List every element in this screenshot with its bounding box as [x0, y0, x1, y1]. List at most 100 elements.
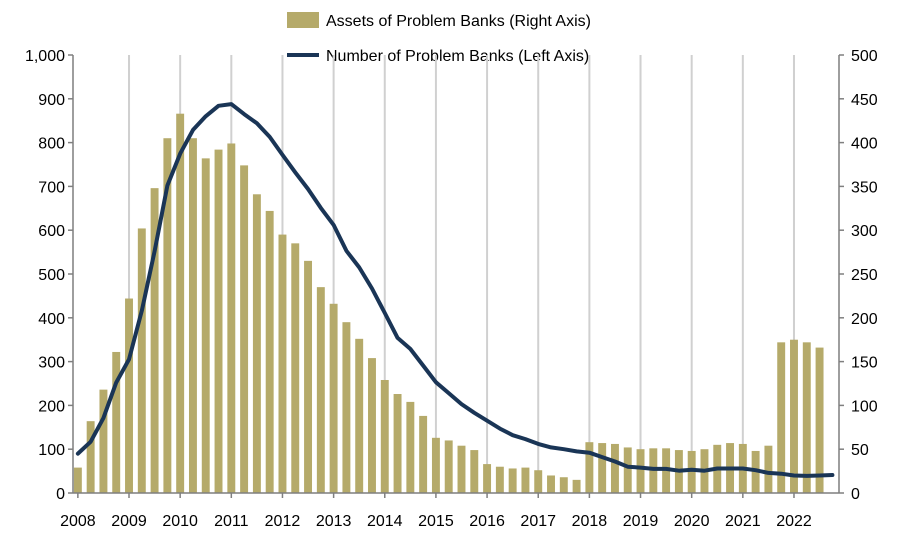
line-point-55	[780, 473, 782, 475]
line-point-18	[307, 188, 309, 190]
line-point-12	[230, 103, 232, 105]
line-point-31	[473, 412, 475, 414]
right-tick-label-7: 350	[851, 179, 878, 196]
line-point-56	[793, 474, 795, 476]
bar-27	[419, 415, 428, 493]
line-point-58	[819, 474, 821, 476]
x-tick-label-2011: 2011	[214, 513, 249, 530]
bar-29	[444, 440, 453, 493]
x-tick-label-2020: 2020	[674, 513, 710, 530]
bar-7	[163, 138, 172, 493]
bar-43	[623, 447, 632, 493]
bar-4	[125, 298, 133, 493]
line-point-32	[486, 420, 488, 422]
line-point-15	[269, 136, 271, 138]
line-point-39	[576, 450, 578, 452]
line-point-48	[691, 469, 693, 471]
line-point-33	[499, 428, 501, 430]
x-tick-label-2009: 2009	[111, 513, 147, 530]
x-axis-ticks: 2008 2009 2010 2011 2012 2013 2014 2015 2016 2017…	[60, 513, 812, 530]
bar-39	[572, 479, 581, 493]
line-point-23	[371, 287, 373, 289]
right-tick-label-4: 200	[851, 311, 878, 328]
left-axis-ticks: 0 100 200 300 400 500 600 700 800 900 1,000	[25, 48, 65, 503]
line-point-50	[716, 467, 718, 469]
x-tick-label-2016: 2016	[469, 513, 505, 530]
x-tick-label-2017: 2017	[520, 513, 556, 530]
line-point-22	[358, 266, 360, 268]
right-tick-label-10: 500	[851, 48, 878, 65]
line-point-57	[806, 475, 808, 477]
axes	[68, 54, 844, 498]
right-tick-label-6: 300	[851, 223, 878, 240]
bar-series	[73, 113, 824, 494]
problem-banks-line	[75, 102, 835, 478]
line-point-38	[563, 448, 565, 450]
line-point-44	[640, 467, 642, 469]
left-tick-label-7: 700	[38, 179, 65, 196]
line-point-28	[435, 381, 437, 383]
right-tick-label-8: 400	[851, 136, 878, 153]
bar-9	[188, 138, 197, 493]
line-point-40	[588, 452, 590, 454]
line-point-14	[256, 122, 258, 124]
bar-12	[227, 143, 236, 493]
line-point-21	[345, 250, 347, 252]
x-tick-label-2008: 2008	[60, 513, 96, 530]
bar-13	[240, 165, 249, 493]
x-tick-label-2021: 2021	[725, 513, 761, 530]
bar-5	[137, 228, 146, 493]
line-point-49	[703, 470, 705, 472]
line-point-16	[281, 154, 283, 156]
line-point-17	[294, 171, 296, 173]
line-point-10	[205, 115, 207, 117]
x-tick-label-2019: 2019	[623, 513, 659, 530]
line-point-34	[512, 434, 514, 436]
line-point-26	[409, 348, 411, 350]
right-tick-label-1: 50	[851, 442, 869, 459]
legend-line-label: Number of Problem Banks (Left Axis)	[326, 48, 589, 65]
bar-54	[764, 445, 773, 493]
left-tick-label-0: 0	[56, 486, 65, 503]
bar-20	[329, 303, 338, 493]
bar-34	[508, 468, 517, 493]
bar-48	[687, 450, 696, 493]
left-tick-label-1: 100	[38, 442, 65, 459]
bar-24	[380, 379, 389, 493]
left-tick-label-4: 400	[38, 311, 65, 328]
x-tick-label-2014: 2014	[367, 513, 403, 530]
line-point-43	[627, 466, 629, 468]
bar-25	[393, 394, 402, 493]
bar-8	[176, 113, 185, 493]
left-tick-label-10: 1,000	[25, 48, 65, 65]
bar-2	[99, 389, 108, 493]
bar-15	[265, 210, 274, 494]
bar-0	[73, 467, 82, 493]
bar-6	[150, 188, 159, 494]
line-point-53	[755, 469, 757, 471]
x-tick-label-2015: 2015	[418, 513, 454, 530]
line-point-41	[601, 456, 603, 458]
legend-bar-swatch	[287, 12, 319, 28]
line-point-24	[384, 312, 386, 314]
line-point-59	[831, 474, 833, 476]
bar-35	[521, 467, 530, 493]
line-point-13	[243, 113, 245, 115]
line-point-51	[729, 467, 731, 469]
right-axis-ticks: 0 50 100 150 200 250 300 350 400 450 500	[851, 48, 878, 503]
line-point-1	[90, 441, 92, 443]
line-point-27	[422, 365, 424, 367]
line-point-7	[166, 185, 168, 187]
right-tick-label-0: 0	[851, 486, 860, 503]
x-tick-label-2018: 2018	[572, 513, 608, 530]
bar-14	[252, 194, 261, 493]
legend: Assets of Problem Banks (Right Axis) Num…	[287, 12, 591, 65]
x-tick-label-2022: 2022	[776, 513, 812, 530]
left-tick-label-5: 500	[38, 267, 65, 284]
bar-57	[802, 342, 811, 493]
bar-10	[201, 158, 210, 494]
bar-30	[457, 445, 466, 493]
line-point-42	[614, 460, 616, 462]
right-tick-label-3: 150	[851, 355, 878, 372]
